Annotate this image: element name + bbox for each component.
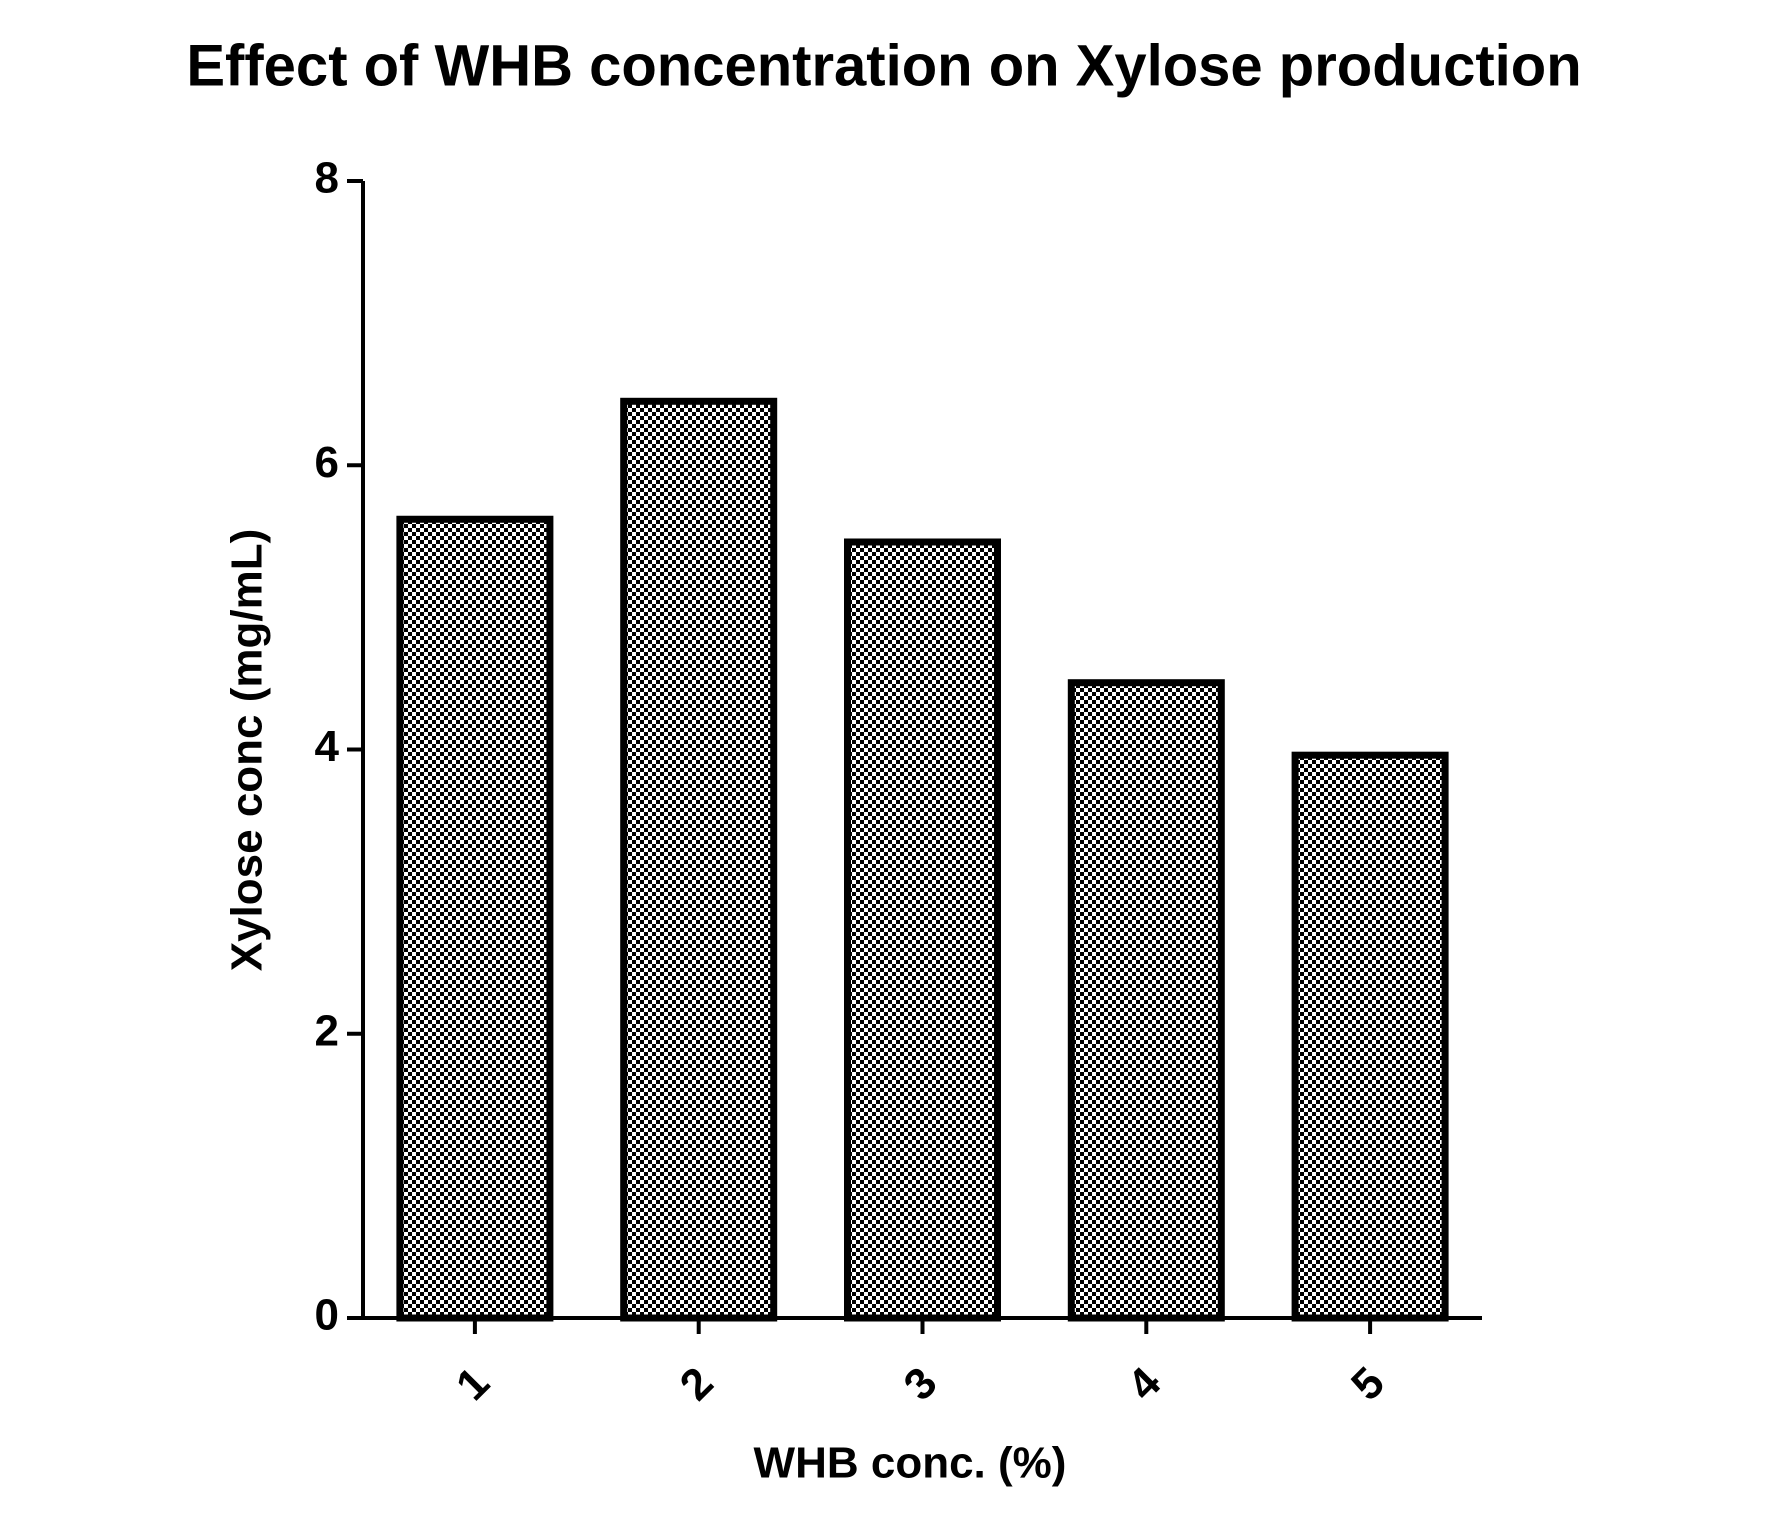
x-tick-label: 4 xyxy=(1118,1358,1170,1410)
y-tick-label: 8 xyxy=(315,154,339,203)
bar xyxy=(1291,751,1449,1322)
x-tick-label: 3 xyxy=(894,1358,946,1410)
x-tick-label: 5 xyxy=(1342,1358,1394,1410)
y-tick-label: 4 xyxy=(315,722,340,771)
y-axis-title: Xylose conc (mg/mL) xyxy=(223,529,272,972)
x-tick-label: 1 xyxy=(447,1358,499,1410)
bar xyxy=(1067,679,1225,1322)
chart-title: Effect of WHB concentration on Xylose pr… xyxy=(186,33,1581,98)
bar xyxy=(396,515,554,1322)
x-tick-label: 2 xyxy=(671,1358,723,1410)
y-tick-label: 0 xyxy=(315,1291,339,1340)
y-tick-label: 2 xyxy=(315,1006,339,1055)
bar xyxy=(844,538,1001,1322)
bar xyxy=(620,397,778,1322)
y-tick-label: 6 xyxy=(315,438,339,487)
x-axis-title: WHB conc. (%) xyxy=(754,1439,1067,1488)
